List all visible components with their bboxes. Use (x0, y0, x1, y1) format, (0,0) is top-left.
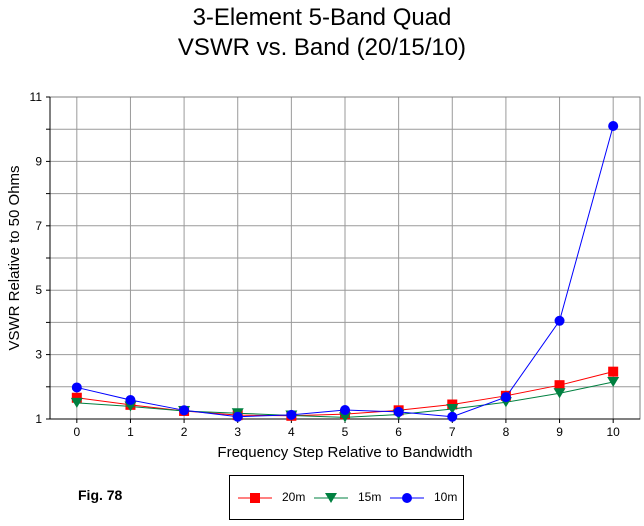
series-point-15m-5 (339, 412, 351, 423)
series-point-10m-4 (286, 409, 297, 420)
x-tick-label-8: 8 (503, 425, 510, 439)
legend-label-15m: 15m (358, 490, 382, 504)
series-point-10m-2 (179, 405, 190, 416)
y-tick-label-1: 3 (35, 348, 42, 362)
series-point-10m-1 (125, 395, 136, 406)
legend-label-10m: 10m (434, 490, 458, 504)
series-point-20m-9 (554, 380, 565, 391)
y-tick-label-4: 9 (35, 154, 42, 168)
legend-item-15m: 15m (314, 490, 384, 506)
x-tick-label-3: 3 (234, 425, 241, 439)
series-point-10m-3 (232, 411, 243, 422)
legend-swatch-20m (238, 493, 272, 503)
x-tick-label-1: 1 (127, 425, 134, 439)
series-point-10m-5 (340, 404, 350, 415)
series-point-10m-8 (500, 392, 511, 403)
series-point-15m-7 (446, 404, 459, 415)
series-point-20m-10 (608, 366, 619, 377)
figure-label: Fig. 78 (78, 487, 123, 503)
legend-swatch-10m (390, 493, 424, 503)
series-point-10m-6 (393, 406, 404, 417)
x-tick-label-9: 9 (556, 425, 563, 439)
x-tick-label-5: 5 (342, 425, 349, 439)
legend: 20m 15m 10m (229, 475, 464, 520)
series-point-10m-7 (447, 411, 458, 422)
x-tick-label-6: 6 (395, 425, 402, 439)
legend-label-20m: 20m (282, 490, 306, 504)
y-tick-label-5: 11 (30, 90, 43, 104)
legend-swatch-15m (314, 493, 348, 503)
series-point-15m-10 (607, 376, 620, 387)
chart-subtitle: VSWR vs. Band (20/15/10) (177, 34, 467, 61)
x-tick-label-4: 4 (288, 425, 295, 439)
x-tick-label-0: 0 (73, 425, 80, 439)
y-axis-title: VSWR Relative to 50 Ohms (6, 165, 23, 350)
series-point-10m-10 (608, 120, 619, 131)
series-point-15m-9 (553, 388, 566, 399)
y-tick-label-0: 1 (35, 412, 42, 426)
x-tick-label-10: 10 (607, 425, 621, 439)
series-point-10m-0 (71, 382, 82, 393)
y-tick-label-3: 7 (35, 219, 42, 233)
series-layer (70, 120, 620, 423)
x-axis-title: Frequency Step Relative to Bandwidth (217, 444, 472, 461)
y-tick-label-2: 5 (35, 283, 42, 297)
series-point-15m-0 (70, 397, 83, 408)
series-point-20m-0 (71, 392, 82, 403)
chart-title: 3-Element 5-Band Quad (192, 4, 452, 31)
tick-labels: 0 1 2 3 4 5 6 7 8 9 10 1 3 5 7 9 11 (30, 90, 621, 439)
legend-item-10m: 10m (390, 490, 460, 506)
series-point-10m-9 (554, 315, 565, 326)
x-tick-label-7: 7 (449, 425, 456, 439)
x-tick-label-2: 2 (181, 425, 188, 439)
legend-item-20m: 20m (238, 490, 308, 506)
